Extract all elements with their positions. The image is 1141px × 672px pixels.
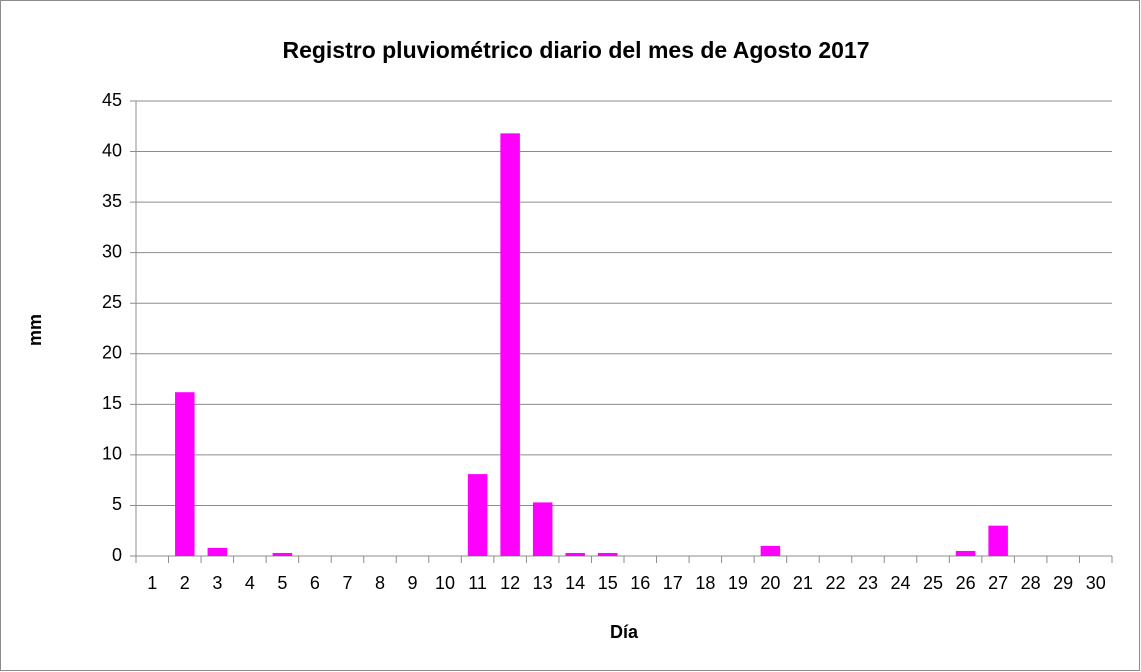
bar xyxy=(760,545,781,556)
y-tick-label: 35 xyxy=(102,191,122,211)
bar xyxy=(955,550,976,556)
x-tick-label: 19 xyxy=(728,573,748,593)
x-tick-label: 2 xyxy=(180,573,190,593)
x-tick-label: 16 xyxy=(630,573,650,593)
bar xyxy=(500,133,520,556)
y-tick-label: 45 xyxy=(102,90,122,110)
x-tick-label: 13 xyxy=(533,573,553,593)
bar xyxy=(272,552,293,556)
x-tick-label: 25 xyxy=(923,573,943,593)
x-tick-label: 6 xyxy=(310,573,320,593)
x-axis-label: Día xyxy=(610,622,639,642)
x-tick-label: 8 xyxy=(375,573,385,593)
x-tick-label: 23 xyxy=(858,573,878,593)
x-tick-label: 21 xyxy=(793,573,813,593)
x-tick-label: 7 xyxy=(342,573,352,593)
x-tick-label: 30 xyxy=(1086,573,1106,593)
x-tick-label: 22 xyxy=(825,573,845,593)
x-tick-label: 28 xyxy=(1021,573,1041,593)
x-tick-label: 24 xyxy=(891,573,911,593)
y-axis-label: mm xyxy=(25,314,45,346)
bar xyxy=(597,552,618,556)
y-tick-label: 10 xyxy=(102,444,122,464)
bar xyxy=(988,525,1008,556)
x-tick-label: 29 xyxy=(1053,573,1073,593)
x-tick-label: 17 xyxy=(663,573,683,593)
x-tick-label: 20 xyxy=(760,573,780,593)
x-tick-label: 12 xyxy=(500,573,520,593)
x-tick-label: 15 xyxy=(598,573,618,593)
bar xyxy=(467,474,488,556)
x-tick-label: 11 xyxy=(468,573,487,593)
y-tick-label: 5 xyxy=(112,494,122,514)
x-tick-label: 9 xyxy=(408,573,418,593)
y-tick-label: 25 xyxy=(102,292,122,312)
y-tick-label: 20 xyxy=(102,343,122,363)
y-tick-label: 40 xyxy=(102,140,122,160)
bar xyxy=(175,392,195,556)
x-tick-label: 26 xyxy=(956,573,976,593)
y-tick-label: 15 xyxy=(102,393,122,413)
y-tick-label: 0 xyxy=(112,545,122,565)
y-tick-label: 30 xyxy=(102,241,122,261)
x-tick-label: 3 xyxy=(212,573,222,593)
chart-title: Registro pluviométrico diario del mes de… xyxy=(282,37,869,63)
bar xyxy=(565,552,585,556)
bar xyxy=(532,502,553,556)
x-tick-label: 18 xyxy=(695,573,715,593)
x-tick-label: 5 xyxy=(277,573,287,593)
x-tick-label: 1 xyxy=(147,573,157,593)
x-tick-label: 10 xyxy=(435,573,455,593)
x-tick-label: 4 xyxy=(245,573,255,593)
x-tick-label: 14 xyxy=(565,573,585,593)
bar xyxy=(207,547,228,556)
x-tick-label: 27 xyxy=(988,573,1008,593)
